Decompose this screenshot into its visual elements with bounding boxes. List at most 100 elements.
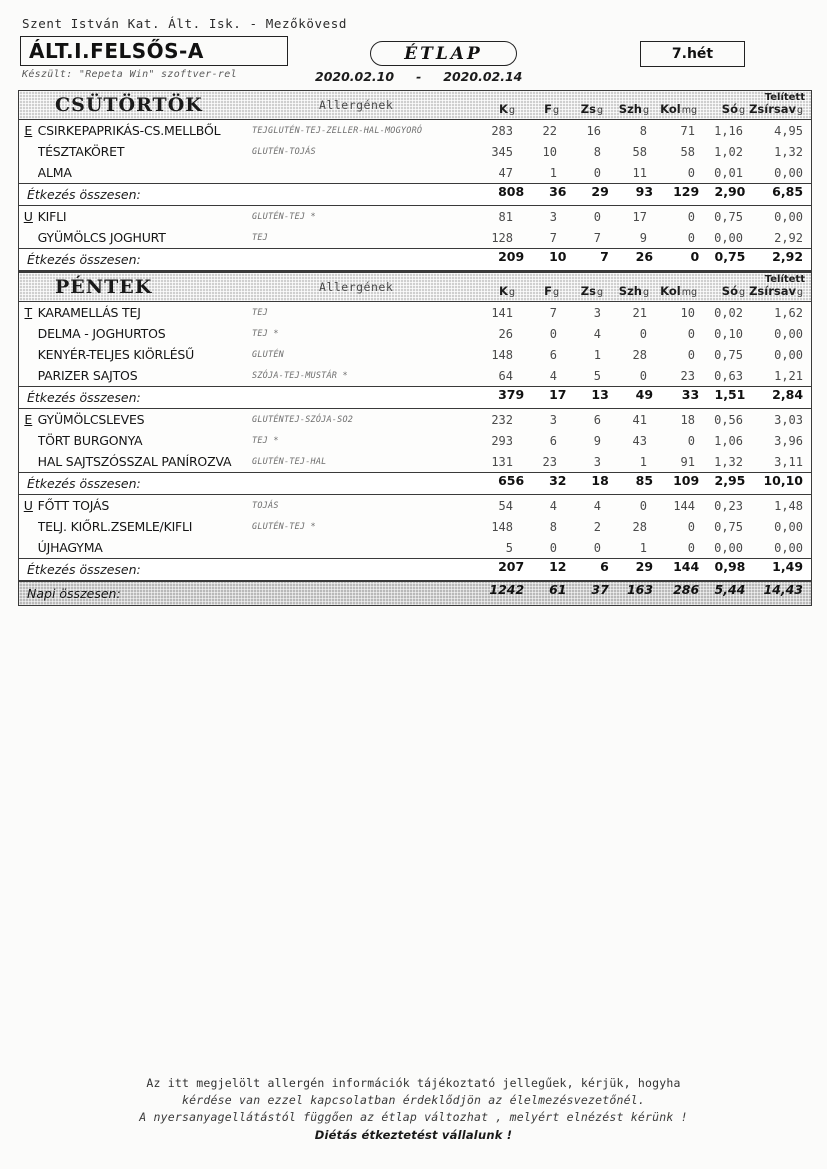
column-header-zsírsav: Zsírsavg bbox=[749, 284, 803, 298]
value-kol: 0 bbox=[687, 230, 695, 245]
value-zsírsav: 0,00 bbox=[774, 209, 803, 224]
value-f: 4 bbox=[549, 368, 557, 383]
value-zsírsav: 3,96 bbox=[774, 433, 803, 448]
menu-item-row: ALMA 47 1 0 11 0 0,01 0,00 bbox=[18, 162, 812, 183]
menu-item-row: T KARAMELLÁS TEJ TEJ 141 7 3 21 10 0,02 1,62 bbox=[18, 302, 812, 323]
subtotal-f: 32 bbox=[549, 473, 567, 488]
subtotal-só: 2,90 bbox=[714, 184, 746, 199]
value-szh: 43 bbox=[632, 433, 647, 448]
value-szh: 0 bbox=[639, 326, 647, 341]
date-from: 2020.02.10 bbox=[315, 69, 395, 84]
column-header-kol: Kolmg bbox=[660, 102, 697, 116]
menu-item-allergens: GLUTÉN-TEJ-HAL bbox=[252, 456, 327, 467]
value-zs: 0 bbox=[593, 540, 601, 555]
menu-item-name: ALMA bbox=[37, 165, 72, 180]
value-só: 0,10 bbox=[714, 326, 743, 341]
column-header-f: Fg bbox=[544, 102, 559, 116]
value-szh: 1 bbox=[639, 540, 647, 555]
subtotal-só: 0,98 bbox=[714, 559, 746, 574]
value-szh: 21 bbox=[632, 305, 647, 320]
value-zsírsav: 1,32 bbox=[774, 144, 803, 159]
subtotal-k: 209 bbox=[498, 249, 525, 264]
date-to: 2020.02.14 bbox=[443, 69, 523, 84]
menu-item-row: E GYÜMÖLCSLEVES GLUTÉNTEJ-SZÓJA-SO2 232 3… bbox=[18, 409, 812, 430]
meal-subtotal-label: Étkezés összesen: bbox=[27, 252, 141, 267]
meal-type-marker bbox=[19, 227, 38, 248]
value-só: 0,00 bbox=[714, 540, 743, 555]
menu-item-nutrition: 81 3 0 17 0 0,75 0,00 bbox=[459, 206, 811, 227]
subtotal-szh: 26 bbox=[635, 249, 654, 264]
value-kol: 0 bbox=[687, 519, 695, 534]
menu-item-nutrition: 64 4 5 0 23 0,63 1,21 bbox=[459, 365, 811, 386]
subtotal-zs: 13 bbox=[591, 387, 609, 402]
meal-type-marker bbox=[19, 344, 38, 365]
value-szh: 28 bbox=[632, 519, 647, 534]
menu-item-name: TÉSZTAKÖRET bbox=[37, 144, 125, 159]
menu-item-row: U KIFLI GLUTÉN-TEJ * 81 3 0 17 0 0,75 0,00 bbox=[18, 206, 812, 227]
value-k: 5 bbox=[505, 540, 513, 555]
menu-item-name: KARAMELLÁS TEJ bbox=[37, 305, 141, 320]
value-szh: 58 bbox=[632, 144, 647, 159]
value-f: 7 bbox=[549, 230, 557, 245]
value-só: 1,06 bbox=[714, 433, 743, 448]
value-szh: 9 bbox=[639, 230, 647, 245]
value-só: 0,02 bbox=[714, 305, 743, 320]
menu-item-allergens: GLUTÉN-TEJ * bbox=[252, 521, 316, 532]
group-title-box: ÁLT.I.FELSŐS-A bbox=[20, 36, 288, 66]
menu-item-row: ÚJHAGYMA 5 0 0 1 0 0,00 0,00 bbox=[18, 537, 812, 558]
value-zsírsav: 0,00 bbox=[774, 165, 803, 180]
value-só: 0,23 bbox=[714, 498, 743, 513]
subtotal-zsírsav: 2,92 bbox=[772, 249, 804, 264]
subtotal-só: 0,75 bbox=[714, 249, 746, 264]
value-f: 6 bbox=[549, 433, 557, 448]
value-f: 8 bbox=[549, 519, 557, 534]
subtotal-szh: 85 bbox=[635, 473, 654, 488]
menu-item-name: CSIRKEPAPRIKÁS-CS.MELLBŐL bbox=[37, 123, 221, 138]
value-zsírsav: 2,92 bbox=[774, 230, 803, 245]
value-zs: 6 bbox=[593, 412, 601, 427]
value-szh: 41 bbox=[632, 412, 647, 427]
footer-line-2: kérdése van ezzel kapcsolatban érdeklődj… bbox=[181, 1093, 646, 1107]
column-header-só: Sóg bbox=[721, 102, 745, 116]
menu-item-nutrition: 5 0 0 1 0 0,00 0,00 bbox=[459, 537, 811, 558]
menu-item-allergens: TEJ bbox=[252, 307, 268, 318]
footer-line-3: A nyersanyagellátástól függően az étlap … bbox=[139, 1110, 688, 1124]
meal-type-marker: U bbox=[23, 498, 33, 513]
subtotal-kol: 0 bbox=[690, 249, 700, 264]
subtotal-f: 12 bbox=[549, 559, 567, 574]
allergens-column-header: Allergének bbox=[319, 280, 394, 294]
menu-item-allergens: GLUTÉN-TEJ * bbox=[252, 211, 316, 222]
value-zsírsav: 1,48 bbox=[774, 498, 803, 513]
daily-k: 1242 bbox=[489, 582, 525, 597]
menu-item-nutrition: 131 23 3 1 91 1,32 3,11 bbox=[459, 451, 811, 472]
value-kol: 0 bbox=[687, 540, 695, 555]
meal-type-marker bbox=[19, 537, 38, 558]
menu-item-nutrition: 26 0 4 0 0 0,10 0,00 bbox=[459, 323, 811, 344]
menu-item-nutrition: 148 6 1 28 0 0,75 0,00 bbox=[459, 344, 811, 365]
subtotal-k: 656 bbox=[498, 473, 525, 488]
column-header-só: Sóg bbox=[721, 284, 745, 298]
value-f: 22 bbox=[542, 123, 557, 138]
menu-item-name: KIFLI bbox=[37, 209, 67, 224]
value-zs: 3 bbox=[593, 305, 601, 320]
value-zs: 16 bbox=[586, 123, 601, 138]
menu-item-allergens: GLUTÉN bbox=[252, 349, 284, 360]
value-só: 0,01 bbox=[714, 165, 743, 180]
subtotal-zs: 7 bbox=[600, 249, 609, 264]
menu-item-name: PARIZER SAJTOS bbox=[37, 368, 138, 383]
value-kol: 0 bbox=[687, 347, 695, 362]
saturated-fat-top-label: Telített bbox=[764, 92, 805, 103]
menu-item-nutrition: 283 22 16 8 71 1,16 4,95 bbox=[459, 120, 811, 141]
value-f: 3 bbox=[549, 412, 557, 427]
value-kol: 91 bbox=[680, 454, 695, 469]
subtotal-szh: 29 bbox=[635, 559, 654, 574]
menu-item-nutrition: 128 7 7 9 0 0,00 2,92 bbox=[459, 227, 811, 248]
menu-item-row: E CSIRKEPAPRIKÁS-CS.MELLBŐL TEJGLUTÉN-TE… bbox=[18, 120, 812, 141]
value-k: 47 bbox=[498, 165, 513, 180]
day-header-csütörtök: CSÜTÖRTÖK Allergének Telített Kg Fg Zsg Szh… bbox=[18, 90, 812, 120]
daily-só: 5,44 bbox=[714, 582, 746, 597]
column-header-k: Kg bbox=[499, 284, 515, 298]
subtotal-zsírsav: 6,85 bbox=[772, 184, 804, 199]
value-zsírsav: 1,21 bbox=[774, 368, 803, 383]
value-zs: 1 bbox=[593, 347, 601, 362]
